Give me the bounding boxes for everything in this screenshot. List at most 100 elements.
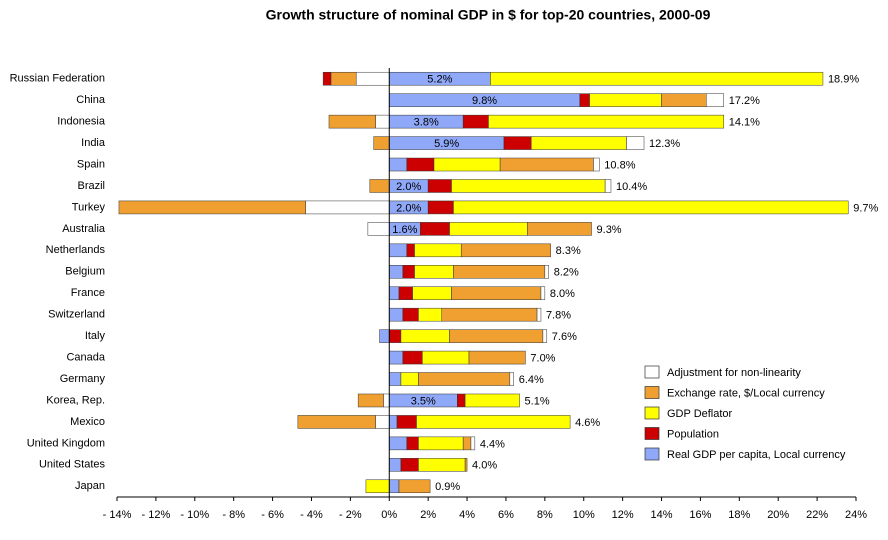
- legend-swatch: [644, 386, 660, 399]
- x-tick-label: 18%: [728, 509, 750, 521]
- bar-segment: [604, 179, 612, 193]
- total-label: 5.1%: [525, 395, 550, 407]
- chart-title: Growth structure of nominal GDP in $ for…: [266, 7, 711, 23]
- bar-segment: [441, 307, 538, 322]
- bar-segment: [530, 136, 627, 150]
- y-tick-label: Australia: [62, 223, 106, 235]
- bar-segment: [330, 71, 357, 86]
- legend-swatch: [644, 406, 660, 420]
- bar-segment: [457, 393, 466, 408]
- y-tick-label: Japan: [75, 480, 105, 492]
- bar-segment: [373, 136, 390, 150]
- x-tick-label: - 4%: [300, 509, 323, 521]
- bar-segment: [464, 393, 520, 408]
- bar-segment: [462, 114, 489, 129]
- bar-segment: [322, 71, 332, 86]
- legend-label: Population: [667, 428, 719, 440]
- bar-segment: [389, 350, 404, 365]
- total-label: 7.8%: [546, 310, 571, 322]
- legend-label: Exchange rate, $/Local currency: [667, 387, 825, 399]
- bar-segment: [389, 157, 408, 172]
- bar-segment: [509, 372, 514, 386]
- bar-segment: [706, 93, 725, 107]
- x-tick-label: 20%: [767, 509, 789, 521]
- bar-segment: [416, 415, 571, 429]
- y-tick-label: France: [71, 287, 105, 299]
- bar-segment: [118, 200, 306, 215]
- y-tick-label: United Kingdom: [27, 437, 105, 449]
- bar-segment: [398, 286, 413, 300]
- bar-segment: [451, 286, 542, 300]
- bar-segment: [470, 436, 476, 451]
- data-label: 2.0%: [396, 181, 421, 193]
- total-label: 14.1%: [729, 117, 760, 129]
- bar-segment: [389, 265, 404, 279]
- x-tick-label: 12%: [612, 509, 634, 521]
- y-tick-label: United States: [39, 459, 106, 471]
- bar-segment: [375, 114, 390, 129]
- bar-segment: [427, 179, 452, 193]
- x-tick-label: - 8%: [222, 509, 245, 521]
- y-tick-label: Netherlands: [46, 244, 106, 256]
- x-tick-label: - 12%: [142, 509, 171, 521]
- bar-segment: [427, 200, 454, 215]
- total-label: 12.3%: [649, 138, 680, 150]
- bar-segment: [389, 479, 400, 494]
- bar-segment: [297, 415, 376, 429]
- x-tick-label: 14%: [651, 509, 673, 521]
- total-label: 8.0%: [550, 288, 575, 300]
- y-tick-label: Indonesia: [57, 116, 106, 128]
- total-label: 4.4%: [480, 438, 505, 450]
- total-label: 8.3%: [556, 245, 581, 257]
- x-tick-label: - 14%: [103, 509, 132, 521]
- y-tick-label: India: [81, 137, 106, 149]
- bar-segment: [379, 329, 390, 343]
- bar-segment: [383, 393, 390, 408]
- bar-segment: [406, 157, 435, 172]
- bar-segment: [527, 222, 592, 236]
- data-label: 1.6%: [392, 224, 417, 236]
- bar-segment: [579, 93, 590, 107]
- bar-segment: [433, 157, 501, 172]
- bar-segment: [389, 458, 402, 472]
- bar-segment: [449, 329, 544, 343]
- bar-segment: [464, 458, 468, 472]
- bar-segment: [400, 458, 419, 472]
- bar-segment: [389, 243, 408, 258]
- total-label: 9.3%: [597, 224, 622, 236]
- bar-segment: [389, 415, 398, 429]
- legend-label: Real GDP per capita, Local currency: [667, 449, 846, 461]
- bar-segment: [406, 243, 415, 258]
- x-tick-label: 4%: [459, 509, 475, 521]
- bar-segment: [398, 479, 431, 494]
- x-tick-label: 2%: [420, 509, 436, 521]
- bar-segment: [462, 436, 472, 451]
- bar-segment: [453, 200, 849, 215]
- bar-segment: [422, 350, 470, 365]
- total-label: 7.0%: [530, 352, 555, 364]
- bar-segment: [593, 157, 600, 172]
- bar-segment: [544, 265, 549, 279]
- y-tick-label: Switzerland: [48, 309, 105, 321]
- total-label: 10.8%: [604, 159, 635, 171]
- y-tick-label: Korea, Rep.: [46, 394, 105, 406]
- y-tick-label: Mexico: [70, 416, 105, 428]
- x-tick-label: 0%: [381, 509, 397, 521]
- data-label: 5.2%: [427, 74, 452, 86]
- total-label: 0.9%: [435, 481, 460, 493]
- bar-segment: [418, 372, 511, 386]
- total-label: 8.2%: [554, 267, 579, 279]
- bar-segment: [389, 329, 402, 343]
- bar-segment: [389, 372, 402, 386]
- y-tick-label: Spain: [77, 158, 105, 170]
- bar-segment: [542, 329, 548, 343]
- legend-swatch: [644, 365, 660, 379]
- legend-swatch: [644, 427, 660, 440]
- total-label: 18.9%: [828, 74, 859, 86]
- total-label: 9.7%: [853, 202, 878, 214]
- total-label: 4.0%: [472, 460, 497, 472]
- bar-segment: [414, 265, 454, 279]
- total-label: 4.6%: [575, 417, 600, 429]
- total-label: 17.2%: [729, 95, 760, 107]
